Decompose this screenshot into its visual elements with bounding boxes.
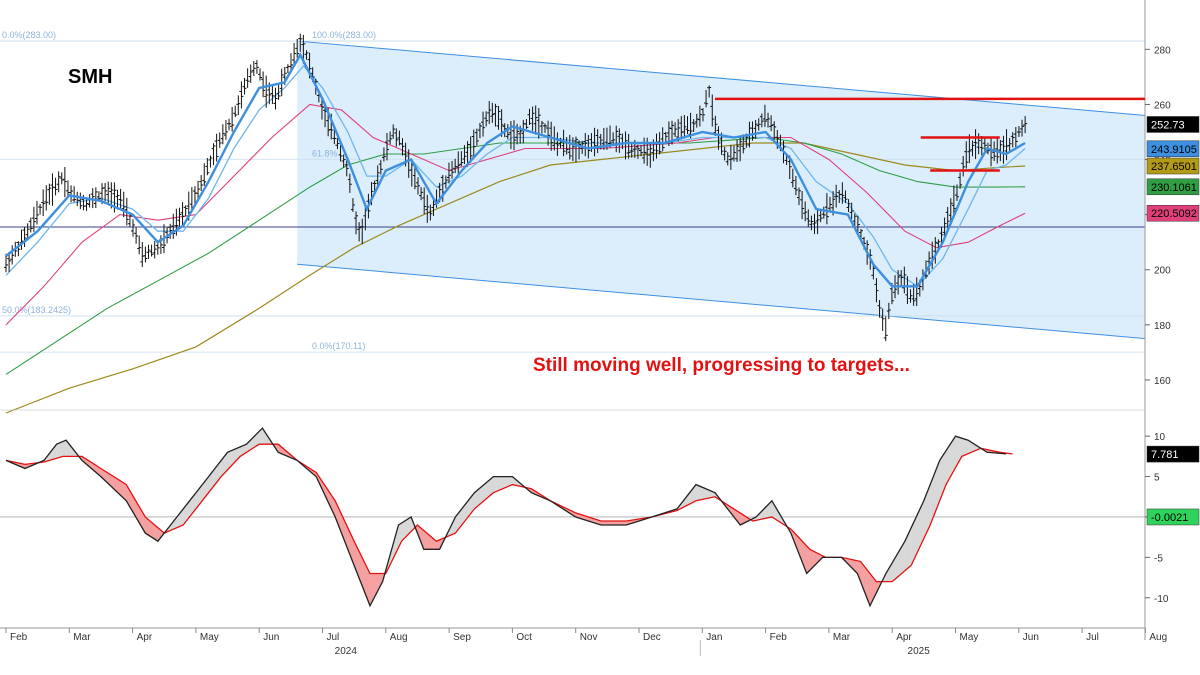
price-axis-label: 200: [1154, 266, 1171, 277]
osc-fill-segment: [59, 441, 64, 458]
value-badge: 220.5092: [1146, 204, 1200, 222]
osc-fill-segment: [62, 439, 67, 457]
price-axis-label: 160: [1154, 376, 1171, 387]
osc-fill-segment: [964, 438, 969, 456]
value-badge-bg: [1146, 116, 1200, 133]
osc-fill-segment: [806, 545, 811, 574]
osc-axis-label: -10: [1154, 594, 1169, 605]
osc-fill-segment: [56, 442, 60, 459]
x-axis-label: Jul: [327, 632, 340, 643]
value-badge-label: 252.73: [1151, 119, 1185, 131]
fib-label: 61.8%: [312, 148, 338, 158]
x-axis-label: Mar: [833, 632, 851, 643]
x-axis-label: Mar: [73, 632, 91, 643]
value-badge-bg: [1146, 157, 1200, 175]
price-bars: [4, 33, 1028, 342]
x-axis-label: Jul: [1086, 632, 1099, 643]
osc-fast-line: [5, 427, 1007, 608]
year-label: 2025: [908, 646, 931, 657]
osc-fill-segment: [698, 485, 703, 501]
ma_fast2-line: [5, 64, 1026, 288]
value-badge-label: 230.1061: [1151, 182, 1197, 194]
fib-label: 100.0%(283.00): [312, 30, 376, 40]
fib-label: 50.0%(183.2425): [2, 305, 71, 315]
price-axis-label: 280: [1154, 45, 1171, 56]
fib-label: 0.0%(170.11): [312, 341, 365, 351]
value-badge-label: 7.781: [1151, 449, 1179, 461]
osc-fill-segment: [695, 484, 700, 501]
value-badge-bg: [1146, 178, 1200, 196]
value-badge-label: 237.6501: [1151, 161, 1197, 173]
value-badge: 230.1061: [1146, 178, 1200, 196]
channel-upper-line: [297, 40, 1146, 116]
symbol-label: SMH: [68, 66, 113, 88]
ma_slow-line: [5, 136, 1026, 375]
value-badge: -0.0021: [1146, 508, 1200, 526]
x-axis-label: May: [960, 632, 979, 643]
channel-lower-line: [297, 263, 1146, 340]
osc-axis-label: 10: [1154, 432, 1166, 443]
ma_fast-line: [5, 52, 1026, 288]
value-badge-label: -0.0021: [1151, 512, 1188, 524]
osc-fill-segment: [702, 487, 706, 500]
x-axis-label: Aug: [1149, 632, 1167, 643]
x-axis-label: Feb: [770, 632, 788, 643]
price-axis-label: 260: [1154, 100, 1171, 111]
x-axis-label: Dec: [643, 632, 661, 643]
x-axis-label: Sep: [453, 632, 471, 643]
osc-axis-label: 5: [1154, 473, 1160, 484]
value-badge: 237.6501: [1146, 157, 1200, 175]
x-axis-label: Oct: [516, 632, 532, 643]
value-badge-bg: [1146, 140, 1200, 158]
chart-annotation: Still moving well, progressing to target…: [533, 355, 910, 376]
x-axis-label: Aug: [390, 632, 408, 643]
x-axis-label: Apr: [896, 632, 912, 643]
osc-fill-segment: [499, 476, 504, 491]
value-badge: 7.781: [1146, 445, 1200, 463]
value-badge-bg: [1146, 204, 1200, 222]
ma_slowest-line: [5, 142, 1026, 414]
x-axis-label: Jun: [263, 632, 279, 643]
x-axis-label: Apr: [137, 632, 153, 643]
x-axis-label: May: [200, 632, 219, 643]
osc-axis-label: -5: [1154, 553, 1163, 564]
year-label: 2024: [335, 646, 358, 657]
x-axis-label: Nov: [580, 632, 598, 643]
value-badge-label: 243.9105: [1151, 144, 1197, 156]
osc-slow-line: [5, 443, 1013, 583]
value-badge-label: 220.5092: [1151, 208, 1197, 220]
x-axis-label: Jun: [1023, 632, 1039, 643]
x-axis-label: Feb: [10, 632, 28, 643]
osc-fill-segment: [961, 437, 966, 457]
value-badge: 243.9105: [1146, 140, 1200, 158]
osc-fill-segment: [496, 476, 500, 492]
osc-fill-segment: [493, 476, 497, 493]
price-axis-label: 180: [1154, 321, 1171, 332]
channel-fill: [297, 41, 1145, 339]
x-axis-label: Jan: [706, 632, 722, 643]
value-badge-bg: [1146, 445, 1200, 463]
value-badge-bg: [1146, 508, 1200, 526]
value-badge: 252.73: [1146, 116, 1200, 133]
fib-label: 0.0%(283.00): [2, 30, 56, 40]
